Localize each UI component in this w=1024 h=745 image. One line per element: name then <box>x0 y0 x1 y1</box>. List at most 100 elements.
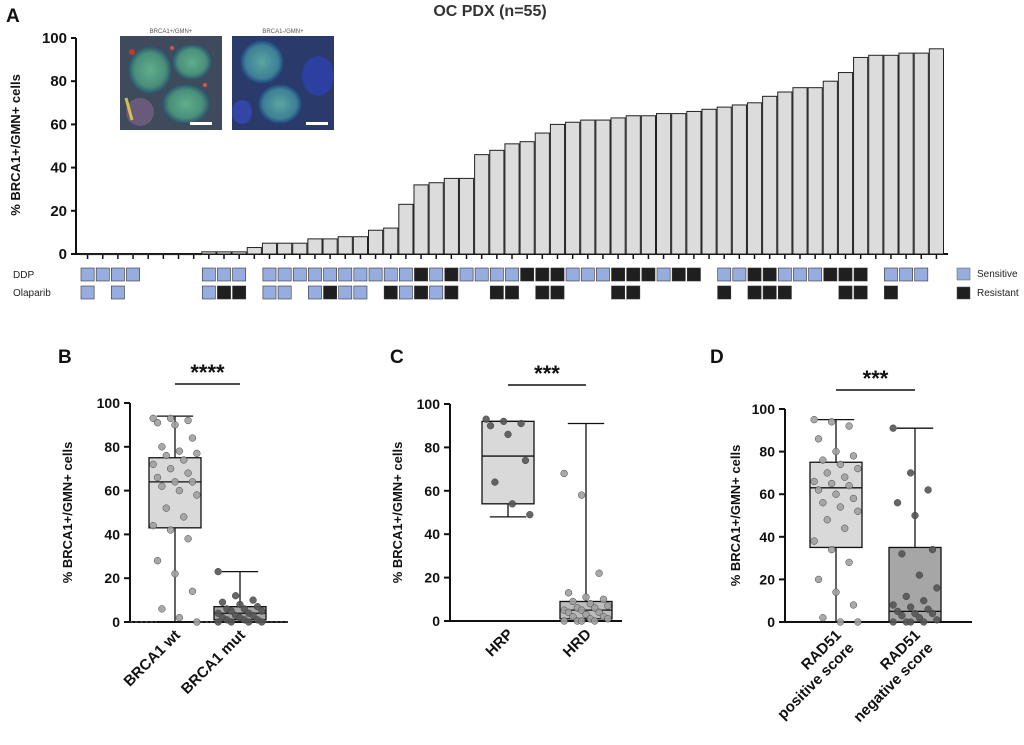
chart-b-data-point <box>231 592 240 600</box>
chart-c-significance-label: *** <box>534 361 560 386</box>
chart-b-category-label-line: BRCA1 wt <box>121 627 184 690</box>
olaparib-response-square <box>338 285 353 300</box>
chart-d-y-tick-label: 80 <box>759 444 775 460</box>
chart-d-data-point <box>836 460 845 469</box>
chart-a-bar <box>140 253 156 256</box>
chart-b-data-point <box>214 618 222 626</box>
chart-c-y-tick-label: 40 <box>424 526 440 542</box>
chart-c-data-point <box>582 610 590 619</box>
ddp-response-square <box>201 267 216 282</box>
olaparib-response-square <box>489 285 504 300</box>
ddp-response-square <box>580 267 595 282</box>
chart-c-plot: 0 20 40 60 80 100 % BRCA1+/GMN+ cells *** HRP HRD <box>390 361 622 661</box>
ddp-response-square <box>292 267 307 282</box>
chart-a-bar <box>686 110 702 255</box>
chart-a-bar <box>246 247 262 255</box>
ddp-response-square <box>505 267 519 282</box>
chart-d-data-point <box>906 469 915 477</box>
inset-micrograph-brca1-negative <box>232 36 334 130</box>
ddp-response-square <box>808 267 823 282</box>
chart-b-data-point <box>166 526 175 534</box>
chart-d-data-point <box>849 452 858 460</box>
chart-a-plot: 0 20 40 60 80 100 <box>42 30 948 300</box>
chart-a-bar <box>292 242 308 255</box>
chart-b-box <box>148 457 202 529</box>
chart-a-y-axis-title: % BRCA1+/GMN+ cells <box>8 74 23 216</box>
chart-d-data-point <box>823 516 831 524</box>
olaparib-response-square <box>217 285 231 300</box>
chart-b-data-point <box>171 570 179 578</box>
chart-c-data-point <box>604 615 612 623</box>
chart-a-bar <box>671 113 687 255</box>
chart-b-data-point <box>153 419 162 427</box>
chart-d-data-point <box>854 507 862 515</box>
chart-b-category-label: BRCA1 mut <box>178 627 249 698</box>
chart-a-bar <box>352 236 368 255</box>
chart-d-data-point <box>906 603 915 611</box>
chart-c-y-tick-label: 100 <box>417 396 441 412</box>
chart-a-bar <box>625 115 641 255</box>
ddp-response-square <box>399 267 413 282</box>
chart-d-data-point <box>889 601 897 609</box>
olaparib-response-square <box>853 285 868 300</box>
ddp-response-square <box>489 267 504 282</box>
chart-b-data-point <box>175 486 184 495</box>
olaparib-response-square <box>762 285 777 300</box>
chart-b-data-point <box>158 482 166 490</box>
panel-letter-b: B <box>58 347 72 368</box>
chart-d-data-point <box>854 618 862 626</box>
chart-d-data-point <box>841 473 849 481</box>
chart-b-category-label-line: BRCA1 mut <box>178 627 249 698</box>
chart-c-data-point <box>504 430 512 439</box>
chart-c-data-point <box>591 617 599 625</box>
chart-d-data-point <box>836 618 845 626</box>
chart-d-data-point <box>814 486 823 494</box>
chart-d-data-point <box>928 609 937 618</box>
chart-b-y-tick-label: 80 <box>104 439 120 455</box>
chart-c-category-label-line: HRP <box>482 626 516 660</box>
olaparib-response-square <box>262 285 277 300</box>
chart-d-y-tick-label: 40 <box>759 529 775 545</box>
chart-d-data-point <box>819 499 827 507</box>
chart-a-bar <box>216 251 232 255</box>
chart-c-y-tick-label: 60 <box>424 483 440 499</box>
chart-c-data-point <box>577 606 586 614</box>
chart-a-bar <box>307 238 323 255</box>
chart-c-data-point <box>508 500 517 508</box>
chart-c-data-point <box>591 604 599 612</box>
chart-b-data-point <box>175 613 184 622</box>
chart-c-y-axis-title: % BRCA1+/GMN+ cells <box>390 442 405 584</box>
olaparib-response-square <box>550 285 565 300</box>
chart-b-data-point <box>158 605 166 613</box>
ddp-response-square <box>717 267 732 282</box>
chart-d-data-point <box>810 477 818 486</box>
chart-d-y-tick-label: 100 <box>752 401 776 417</box>
chart-d-data-point <box>920 618 928 626</box>
chart-a-bar <box>822 80 838 255</box>
chart-d-data-point <box>832 490 840 498</box>
ddp-response-square <box>262 267 277 282</box>
chart-d-data-point <box>898 611 906 620</box>
ddp-response-square <box>414 267 428 282</box>
chart-a-bar <box>898 52 914 255</box>
chart-c-data-point <box>486 422 495 430</box>
chart-d-data-point <box>832 588 840 596</box>
chart-b-data-point <box>214 609 222 617</box>
ddp-response-square <box>277 267 292 282</box>
legend-label-sensitive: Sensitive <box>977 269 1018 280</box>
chart-c-data-point <box>599 595 608 603</box>
ddp-response-square <box>535 267 550 282</box>
chart-b-plot: 0 20 40 60 80 100 % BRCA1+/GMN+ cells **** BRCA1… <box>60 360 288 698</box>
chart-a-bar <box>519 141 535 255</box>
ddp-response-square <box>732 267 747 282</box>
chart-a-bar <box>928 48 944 255</box>
chart-a-bar <box>413 184 429 255</box>
chart-d-data-point <box>832 447 840 456</box>
chart-d-data-point <box>827 418 836 426</box>
chart-a-bar <box>170 253 187 256</box>
olaparib-response-square <box>353 285 368 300</box>
chart-a-y-tick-label: 40 <box>50 160 67 177</box>
inset-label-brca1-positive: BRCA1+/GMN+ <box>150 29 193 35</box>
chart-a-bar <box>95 253 111 256</box>
